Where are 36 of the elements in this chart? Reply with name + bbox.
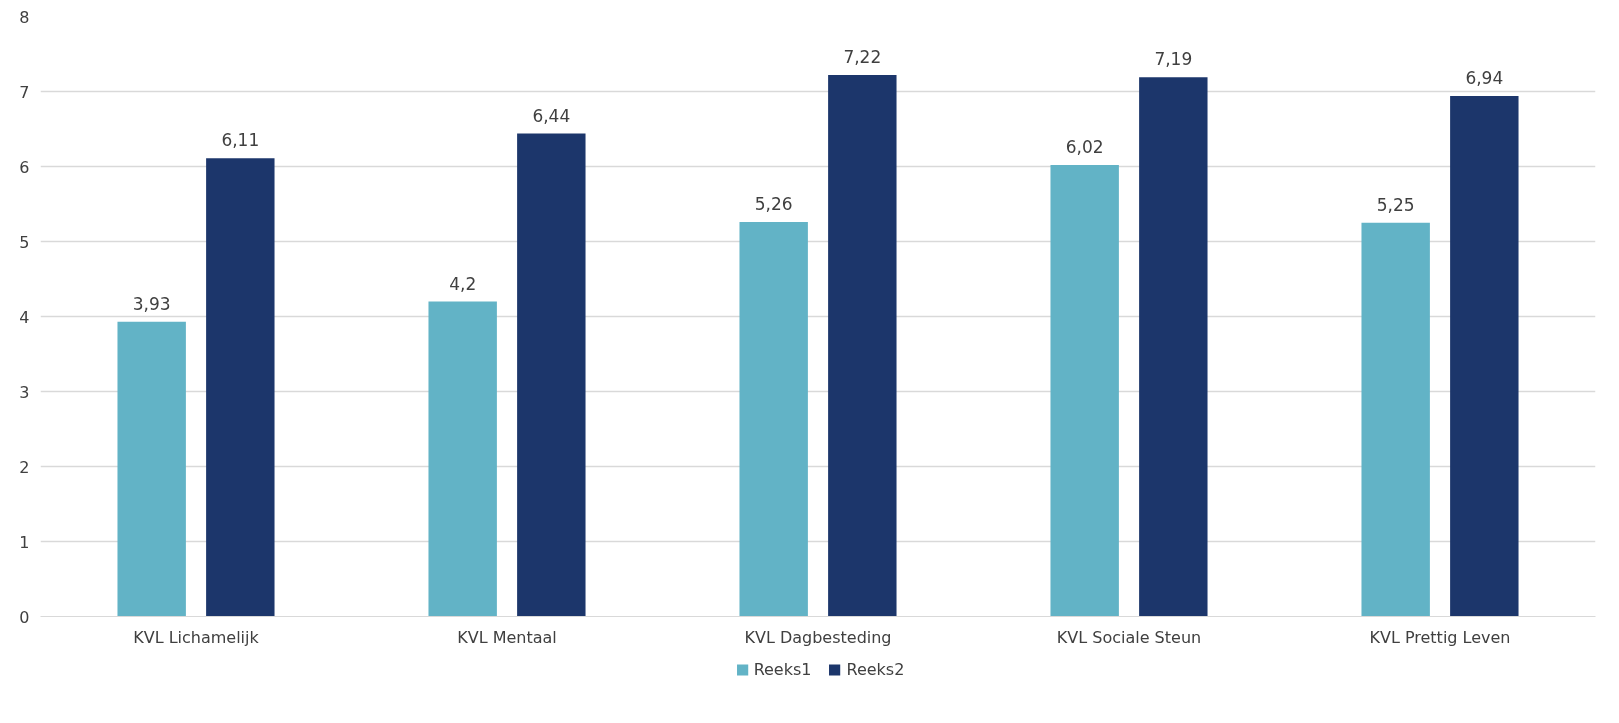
y-tick-label: 5 bbox=[19, 232, 30, 252]
data-label: 4,2 bbox=[449, 273, 477, 294]
y-tick-label: 8 bbox=[19, 7, 30, 27]
x-tick-label: KVL Dagbesteding bbox=[744, 627, 892, 647]
bar bbox=[117, 321, 186, 617]
data-label: 7,22 bbox=[843, 47, 882, 67]
bar bbox=[828, 75, 897, 617]
bar bbox=[1450, 96, 1519, 617]
bar bbox=[1050, 165, 1119, 617]
y-tick-label: 0 bbox=[19, 607, 30, 627]
legend-label: Reeks1 bbox=[753, 659, 812, 679]
y-tick-label: 4 bbox=[19, 307, 30, 327]
bar bbox=[428, 301, 497, 617]
bar bbox=[517, 133, 586, 617]
y-tick-label: 1 bbox=[19, 532, 30, 552]
data-label: 6,02 bbox=[1065, 137, 1104, 157]
y-tick-label: 7 bbox=[19, 82, 30, 102]
y-tick-label: 3 bbox=[19, 382, 30, 402]
data-label: 7,19 bbox=[1154, 49, 1193, 70]
x-tick-label: KVL Prettig Leven bbox=[1369, 627, 1511, 647]
legend-label: Reeks2 bbox=[846, 659, 905, 679]
x-tick-label: KVL Sociale Steun bbox=[1056, 627, 1202, 647]
y-tick-label: 2 bbox=[19, 457, 30, 477]
bar bbox=[1139, 77, 1208, 617]
data-label: 3,93 bbox=[132, 293, 171, 314]
data-label: 6,44 bbox=[532, 105, 571, 126]
data-label: 6,11 bbox=[221, 130, 260, 151]
bar bbox=[206, 158, 275, 617]
data-label: 5,25 bbox=[1376, 194, 1415, 215]
data-label: 5,26 bbox=[754, 194, 793, 214]
bar bbox=[739, 222, 808, 617]
data-label: 6,94 bbox=[1465, 68, 1504, 88]
y-tick-label: 6 bbox=[19, 157, 30, 177]
x-tick-label: KVL Lichamelijk bbox=[133, 627, 260, 647]
bar bbox=[1361, 222, 1430, 617]
x-tick-label: KVL Mentaal bbox=[457, 627, 557, 647]
